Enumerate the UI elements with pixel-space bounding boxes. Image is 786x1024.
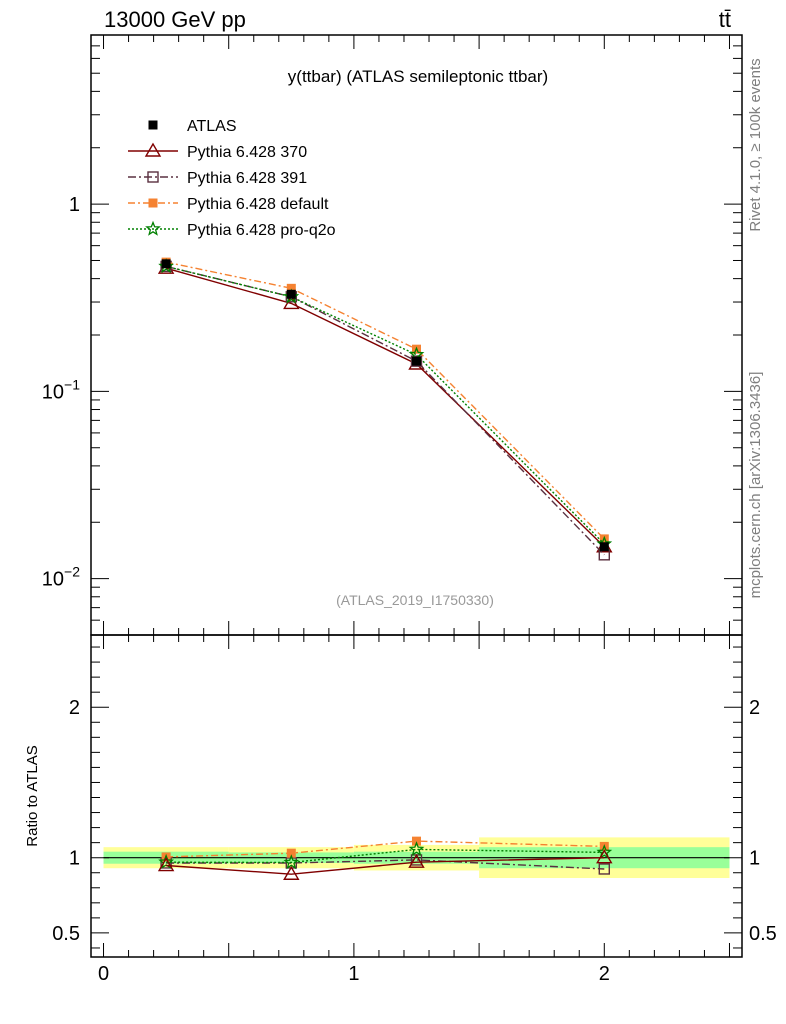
- y-tick-label: 1: [69, 194, 80, 216]
- energy-label: 13000 GeV pp: [104, 7, 246, 32]
- ratio-point-pq2o: [596, 844, 613, 860]
- ratio-point-pdefault: [286, 848, 296, 858]
- main-panel: y(ttbar) (ATLAS semileptonic ttbar) (ATL…: [42, 34, 743, 636]
- ratio-y-tick-label-left: 1: [69, 848, 80, 870]
- y-tick-label-exp: −1: [64, 376, 80, 392]
- ratio-line-pdefault: [166, 840, 605, 858]
- y-tick-label-base: 1: [69, 194, 80, 216]
- legend-marker-pdefault: [148, 198, 158, 208]
- ratio-y-tick-label-left: 0.5: [52, 923, 80, 945]
- ratio-panel: 0.5 0.5 1 1 2 2 0 1 2 Ratio to ATLAS: [24, 634, 777, 985]
- legend-entry-pq2o: Pythia 6.428 pro-q2o: [128, 220, 336, 239]
- series-line-p370: [165, 267, 605, 548]
- series-atlas: [161, 259, 609, 552]
- series-p370: [157, 259, 613, 553]
- legend-entry-pdefault: Pythia 6.428 default: [128, 196, 329, 213]
- ratio-line-pq2o: [166, 848, 605, 864]
- series-line-pq2o: [165, 265, 605, 545]
- data-point-atlas: [161, 259, 171, 269]
- legend-label-p391: Pythia 6.428 391: [187, 170, 307, 187]
- legend-label-pq2o: Pythia 6.428 pro-q2o: [187, 222, 336, 239]
- ratio-series-pq2o: [158, 841, 613, 870]
- y-tick-label-base: 10: [42, 569, 64, 591]
- data-point-atlas: [599, 542, 609, 552]
- ratio-y-tick-label-right: 1: [749, 848, 760, 870]
- ratio-point-pq2o: [158, 853, 175, 869]
- data-point-pdefault: [286, 283, 296, 293]
- data-point-atlas: [412, 356, 421, 366]
- legend-marker-pq2o: [145, 220, 161, 236]
- main-series: [157, 257, 613, 561]
- rivet-label: Rivet 4.1.0, ≥ 100k events: [747, 58, 764, 231]
- legend-entry-p370: Pythia 6.428 370: [128, 142, 307, 161]
- y-tick-label-exp: −2: [64, 564, 80, 580]
- source-label: mcplots.cern.ch [arXiv:1306.3436]: [747, 372, 764, 599]
- y-tick-label: 10−1: [42, 376, 80, 403]
- data-point-pq2o: [283, 288, 300, 304]
- legend-marker-p370: [144, 142, 162, 157]
- data-point-atlas: [286, 289, 296, 299]
- series-pdefault: [161, 257, 609, 544]
- ratio-y-tick-label-right: 2: [749, 697, 760, 719]
- ratio-point-p370: [408, 853, 425, 868]
- ratio-frame: [90, 634, 743, 958]
- ratio-y-tick-label-right: 0.5: [749, 923, 777, 945]
- ratio-y-tick-label-left: 2: [69, 697, 80, 719]
- series-p391: [160, 260, 610, 561]
- process-label: tt̄: [719, 7, 731, 32]
- ratio-line-p391: [166, 859, 605, 870]
- ratio-point-pq2o: [408, 841, 425, 857]
- data-point-pq2o: [158, 258, 175, 274]
- ratio-series: [157, 836, 613, 880]
- legend-entry-atlas: ATLAS: [148, 118, 237, 135]
- data-point-p391: [410, 355, 423, 367]
- legend: ATLAS Pythia 6.428 370 Pythia 6.428 391 Pyt…: [128, 118, 336, 239]
- ratio-line-p370: [166, 857, 605, 875]
- legend-marker-atlas: [148, 120, 158, 130]
- x-tick-label: 2: [599, 963, 610, 985]
- ratio-series-p370: [157, 849, 613, 880]
- main-ticks: 110−110−2: [42, 34, 742, 636]
- legend-label-atlas: ATLAS: [187, 118, 237, 135]
- x-tick-label: 0: [98, 963, 109, 985]
- ratio-ticks: 0.5 0.5 1 1 2 2 0 1 2: [52, 635, 777, 985]
- ratio-point-p391: [598, 863, 610, 875]
- legend-marker-p391: [147, 171, 159, 183]
- series-line-pdefault: [165, 261, 605, 540]
- series-pq2o: [158, 258, 613, 551]
- ratio-point-p370: [283, 865, 300, 880]
- y-tick-label: 10−2: [42, 564, 80, 591]
- plot-title: y(ttbar) (ATLAS semileptonic ttbar): [288, 67, 548, 86]
- legend-entry-p391: Pythia 6.428 391: [128, 170, 307, 187]
- legend-label-p370: Pythia 6.428 370: [187, 144, 307, 161]
- ratio-point-pq2o: [283, 854, 300, 870]
- series-line-p391: [165, 265, 605, 556]
- ratio-point-p370: [157, 857, 175, 872]
- legend-label-pdefault: Pythia 6.428 default: [187, 196, 329, 213]
- ratio-point-p370: [596, 849, 613, 864]
- analysis-watermark: (ATLAS_2019_I1750330): [336, 592, 494, 608]
- y-tick-label-base: 10: [42, 381, 64, 403]
- x-tick-label: 1: [348, 963, 359, 985]
- ratio-ylabel: Ratio to ATLAS: [24, 745, 41, 846]
